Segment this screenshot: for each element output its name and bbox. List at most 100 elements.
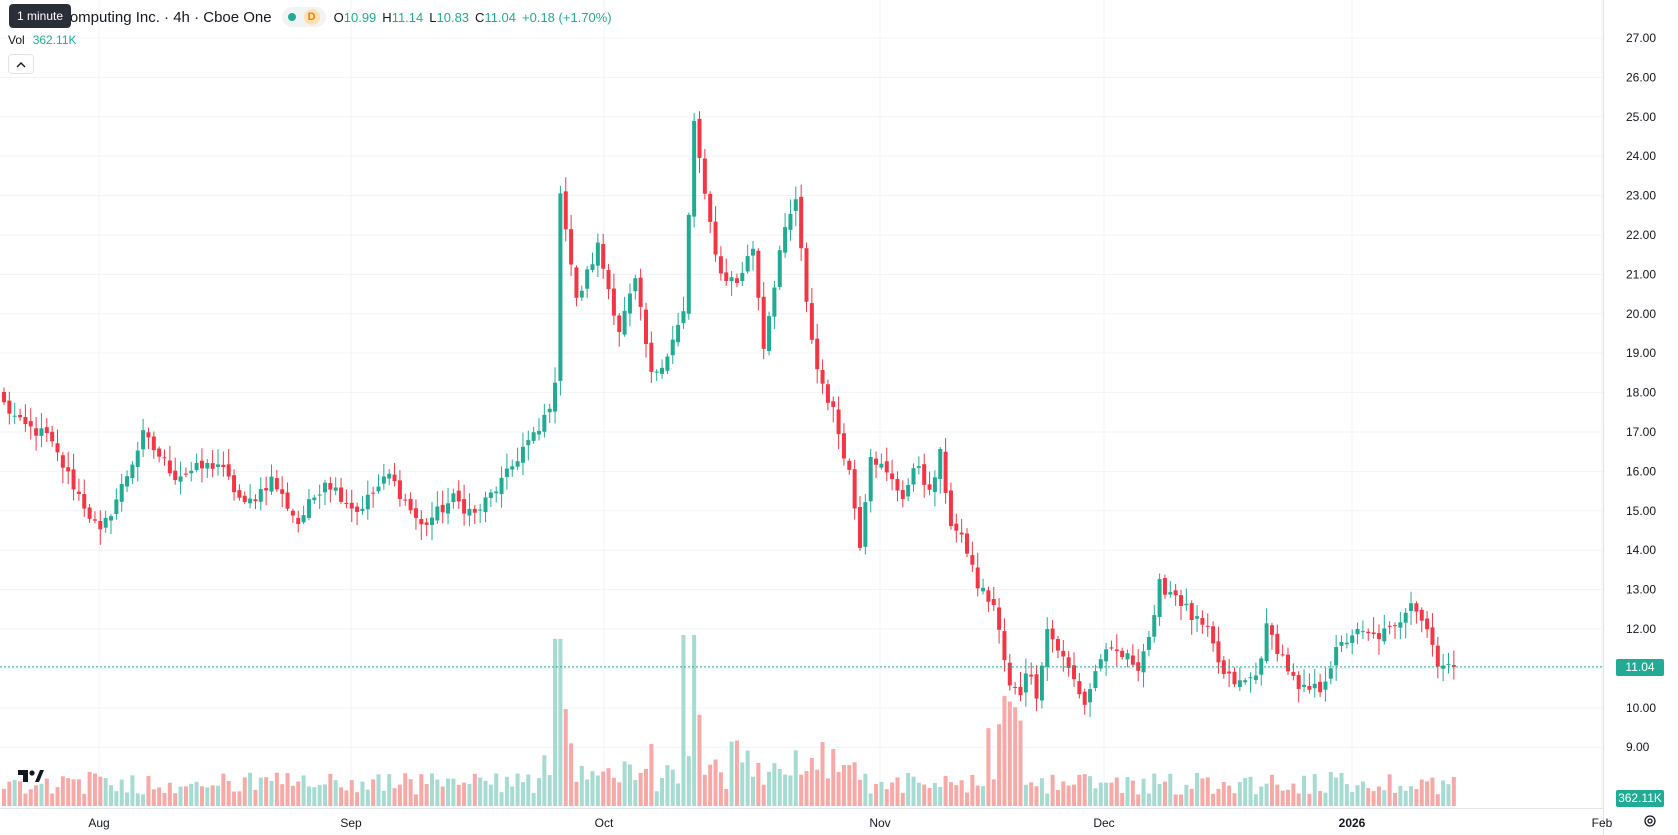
candle-body bbox=[986, 590, 991, 602]
volume-bar bbox=[403, 773, 408, 806]
collapse-legend-button[interactable] bbox=[8, 54, 34, 74]
volume-bar bbox=[2, 788, 6, 806]
x-tick-label: Aug bbox=[88, 816, 109, 830]
y-tick-label: 9.00 bbox=[1626, 740, 1650, 754]
volume-bar bbox=[820, 742, 825, 806]
candle-body bbox=[1425, 618, 1430, 630]
volume-bar bbox=[1334, 777, 1339, 806]
candle-body bbox=[1387, 625, 1392, 627]
candle-body bbox=[312, 497, 317, 501]
volume-bar bbox=[895, 777, 900, 806]
candle-body bbox=[1221, 660, 1226, 674]
candle-body bbox=[777, 250, 782, 287]
volume-bar bbox=[1409, 786, 1414, 806]
volume-bar bbox=[162, 792, 167, 806]
volume-bar bbox=[274, 772, 279, 806]
candle-body bbox=[18, 414, 23, 418]
volume-bar bbox=[446, 778, 451, 806]
volume-bar bbox=[874, 783, 879, 806]
volume-bar bbox=[167, 782, 172, 806]
candle-body bbox=[333, 487, 338, 491]
volume-bar bbox=[258, 777, 263, 806]
gear-icon bbox=[1644, 815, 1656, 827]
volume-bar bbox=[1371, 791, 1376, 806]
y-tick-label: 10.00 bbox=[1626, 701, 1656, 715]
candle-body bbox=[825, 384, 830, 403]
tradingview-logo[interactable] bbox=[18, 768, 44, 784]
volume-bar bbox=[1146, 793, 1151, 806]
candle-body bbox=[494, 491, 499, 494]
volume-bar bbox=[1237, 782, 1242, 806]
volume-bar bbox=[932, 783, 937, 806]
volume-bar bbox=[381, 790, 386, 806]
volume-bar bbox=[387, 774, 392, 806]
volume-bar bbox=[413, 794, 418, 806]
volume-bar bbox=[60, 776, 65, 806]
volume-bar bbox=[1339, 772, 1344, 806]
candle-body bbox=[2, 391, 6, 403]
volume-bar bbox=[82, 793, 87, 806]
volume-bar bbox=[1018, 720, 1023, 806]
volume-bar bbox=[884, 789, 889, 806]
candle-body bbox=[852, 469, 857, 509]
candle-body bbox=[55, 443, 60, 453]
volume-bar bbox=[44, 778, 49, 806]
volume-bar bbox=[1136, 794, 1141, 806]
volume-bar bbox=[922, 784, 927, 806]
candle-body bbox=[1398, 622, 1403, 628]
volume-bar bbox=[1275, 784, 1280, 806]
volume-bar bbox=[799, 774, 804, 806]
candle-body bbox=[783, 227, 788, 253]
candle-body bbox=[462, 499, 467, 514]
volume-bar bbox=[1350, 792, 1355, 806]
symbol-title[interactable]: um Computing Inc. · 4h · Cboe One bbox=[34, 8, 272, 26]
volume-bar bbox=[991, 779, 996, 806]
candle-body bbox=[403, 499, 408, 501]
candle-body bbox=[938, 448, 943, 479]
candle-body bbox=[772, 287, 777, 317]
volume-bar bbox=[761, 784, 766, 806]
candle-body bbox=[718, 256, 723, 274]
candle-body bbox=[87, 507, 92, 519]
close-value: 11.04 bbox=[484, 9, 517, 25]
volume-bar bbox=[178, 786, 183, 806]
candle-body bbox=[467, 508, 472, 516]
last-price-tag: 11.04 bbox=[1616, 658, 1664, 676]
candle-body bbox=[948, 490, 953, 527]
volume-bar bbox=[1446, 784, 1451, 806]
close-label: C bbox=[475, 9, 485, 25]
candle-body bbox=[745, 256, 750, 272]
candle-body bbox=[965, 533, 969, 554]
volume-bar bbox=[232, 791, 237, 806]
volume-bar bbox=[18, 781, 23, 806]
volume-bar bbox=[12, 780, 17, 806]
volume-bar bbox=[1393, 792, 1397, 806]
candle-body bbox=[1152, 615, 1157, 637]
candle-body bbox=[1328, 668, 1333, 679]
volume-bar bbox=[1029, 782, 1034, 806]
chart-settings-button[interactable] bbox=[1642, 813, 1658, 829]
candle-body bbox=[922, 464, 927, 485]
volume-bar bbox=[777, 768, 782, 806]
candle-body bbox=[119, 483, 124, 502]
volume-bar bbox=[1168, 773, 1173, 806]
volume-bar bbox=[194, 781, 199, 806]
candle-body bbox=[355, 506, 360, 512]
market-status[interactable]: D bbox=[281, 7, 326, 27]
candle-body bbox=[841, 433, 846, 459]
volume-bar bbox=[868, 793, 873, 806]
volume-bar bbox=[890, 782, 895, 806]
candle-body bbox=[205, 462, 210, 469]
volume-bar bbox=[1179, 794, 1183, 806]
candle-body bbox=[1109, 647, 1114, 649]
volume-legend: Vol 362.11K bbox=[8, 33, 77, 47]
y-tick-label: 19.00 bbox=[1626, 346, 1656, 360]
candle-body bbox=[916, 466, 921, 468]
candle-body bbox=[1302, 684, 1307, 687]
volume-bar bbox=[681, 635, 686, 806]
volume-bar bbox=[783, 774, 788, 806]
candle-body bbox=[997, 607, 1002, 630]
volume-bar bbox=[66, 778, 71, 806]
